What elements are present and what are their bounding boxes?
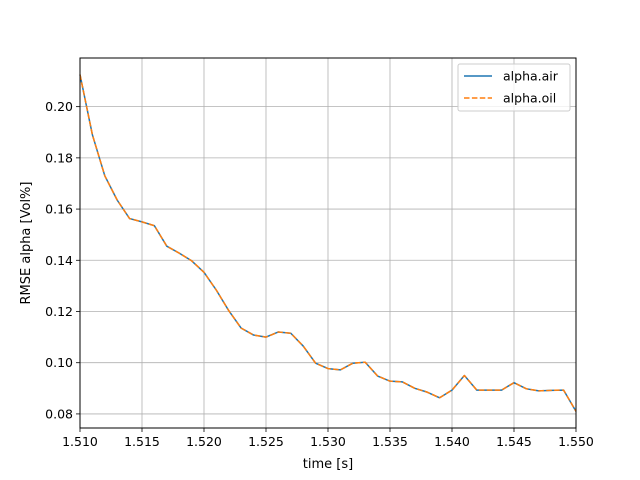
legend: alpha.air alpha.oil xyxy=(457,63,571,112)
x-tick-label: 1.520 xyxy=(186,434,222,449)
x-tick-label: 1.515 xyxy=(124,434,160,449)
y-tick-label: 0.16 xyxy=(45,202,73,217)
x-tick-label: 1.525 xyxy=(248,434,284,449)
y-tick-label: 0.12 xyxy=(45,304,73,319)
y-axis-label: RMSE alpha [Vol%] xyxy=(19,182,34,305)
x-tick-label: 1.535 xyxy=(372,434,408,449)
y-tick-label: 0.18 xyxy=(45,150,73,165)
legend-label-alpha-air: alpha.air xyxy=(503,69,559,84)
x-tick-label: 1.540 xyxy=(434,434,470,449)
y-tick-label: 0.10 xyxy=(45,355,73,370)
axis-ticks: 1.510 1.515 1.520 1.525 1.530 1.535 1.540 1.545… xyxy=(45,99,594,449)
x-tick-label: 1.530 xyxy=(310,434,346,449)
y-tick-label: 0.08 xyxy=(45,406,73,421)
y-tick-label: 0.20 xyxy=(45,99,73,114)
x-axis-label: time [s] xyxy=(303,457,353,472)
y-tick-label: 0.14 xyxy=(45,253,73,268)
x-tick-label: 1.550 xyxy=(558,434,594,449)
legend-label-alpha-oil: alpha.oil xyxy=(503,91,556,106)
series-line-alpha-oil xyxy=(79,74,577,412)
x-tick-label: 1.545 xyxy=(496,434,532,449)
series-lines xyxy=(79,74,577,412)
x-tick-label: 1.510 xyxy=(62,434,98,449)
